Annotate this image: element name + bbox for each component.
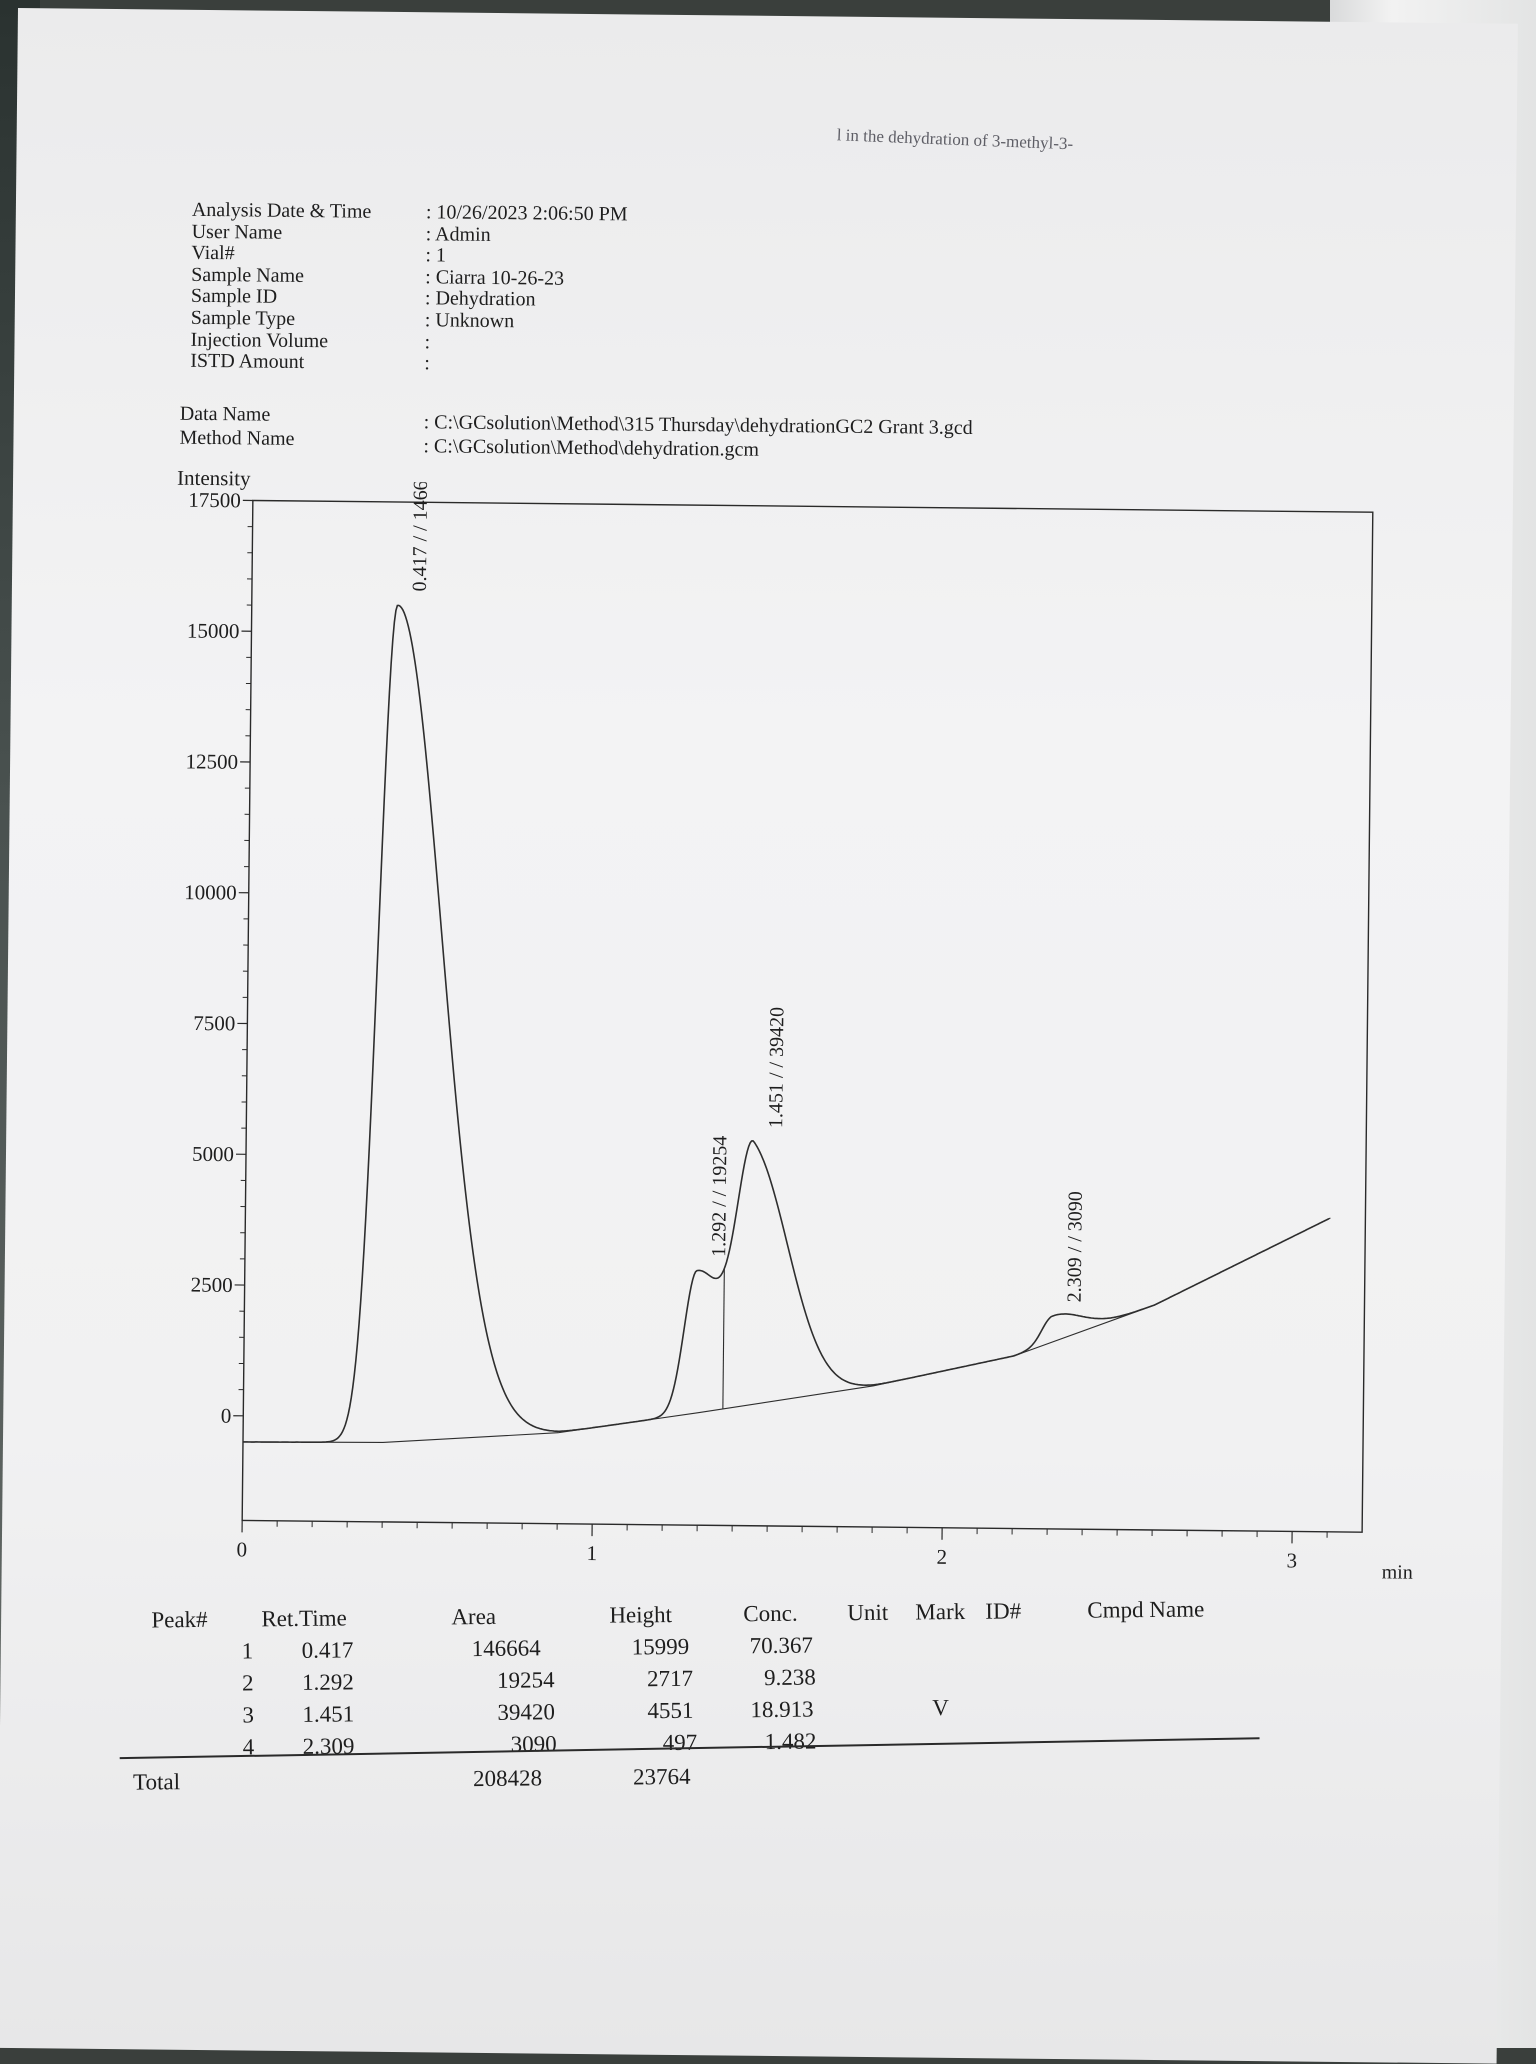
sample-info-values: : 10/26/2023 2:06:50 PM : Admin : 1 : Ci… [424,202,628,377]
value-analysis-date: : 10/26/2023 2:06:50 PM [426,202,628,226]
header-conc: Conc. [743,1601,798,1628]
total-area: 208428 [473,1765,542,1792]
row-2-height: 2717 [647,1666,693,1692]
chromatogram-report-page: l in the dehydration of 3-methyl-3- Anal… [0,8,1518,2064]
y-tick-label: 10000 [184,880,237,905]
peak-label-4: 2.309 / / 3090 [1064,1191,1087,1302]
row-1-area: 146664 [472,1635,541,1662]
row-2-area: 19254 [497,1667,555,1694]
chromatogram-chart: 17500 15000 12500 10000 7500 5000 2500 0 0 1 2 3 min… [141,479,1433,1612]
header-peak: Peak# [151,1607,207,1634]
row-4-height: 497 [663,1730,698,1756]
x-tick-label: 2 [936,1545,947,1569]
row-3-area: 39420 [497,1699,555,1726]
header-id: ID# [985,1598,1021,1624]
x-tick-label: 1 [586,1541,597,1565]
header-ret-time: Ret.Time [261,1605,347,1632]
file-info-labels: Data Name Method Name [179,402,294,451]
peak-label-3: 1.451 / / 39420 [765,1007,788,1128]
row-4-conc: 1.482 [765,1729,817,1756]
x-axis-unit: min [1382,1561,1413,1583]
row-3-mark: V [932,1695,949,1721]
value-sample-type: : Unknown [425,310,627,334]
peak-dropline [723,1269,724,1409]
row-3-rt: 1.451 [302,1701,354,1728]
row-1-peak: 1 [242,1638,254,1664]
row-2-rt: 1.292 [302,1669,354,1696]
plot-frame [242,500,1373,1532]
header-unit: Unit [847,1600,888,1626]
peak-label-1: 0.417 / / 146664 [409,479,432,591]
label-analysis-date: Analysis Date & Time [192,200,372,223]
row-4-peak: 4 [243,1734,255,1760]
y-tick-label: 5000 [192,1142,234,1166]
row-3-height: 4551 [647,1698,693,1724]
y-tick-label: 12500 [185,749,238,774]
row-1-height: 15999 [632,1634,690,1661]
row-1-conc: 70.367 [750,1633,814,1660]
y-tick-label: 2500 [191,1272,233,1296]
label-sample-type: Sample Type [191,308,371,331]
x-tick-label: 0 [236,1537,247,1561]
total-label: Total [133,1769,180,1795]
peak-label-2: 1.292 / / 19254 [708,1136,731,1257]
row-3-peak: 3 [242,1702,254,1728]
total-height: 23764 [633,1764,691,1791]
y-tick-label: 15000 [187,619,240,644]
label-istd-amount: ISTD Amount [190,351,370,374]
row-4-rt: 2.309 [303,1733,355,1760]
row-4-area: 3090 [511,1731,557,1757]
row-1-rt: 0.417 [302,1637,354,1664]
bleed-through-text: l in the dehydration of 3-methyl-3- [836,125,1073,154]
value-user-name: : Admin [426,224,628,248]
value-istd-amount: : [424,353,626,377]
y-tick-label: 17500 [188,488,241,513]
y-tick-label: 0 [221,1404,232,1428]
label-method-name: Method Name [179,426,294,451]
row-2-conc: 9.238 [764,1665,816,1692]
header-area: Area [451,1604,496,1630]
y-tick-label: 7500 [193,1011,235,1035]
label-data-name: Data Name [180,402,295,427]
file-info-values: : C:\GCsolution\Method\315 Thursday\dehy… [423,410,973,464]
row-3-conc: 18.913 [750,1697,814,1724]
x-tick-label: 3 [1286,1548,1297,1572]
value-injection-volume: : [424,332,626,356]
chromatogram-trace [243,604,1335,1453]
sample-info-labels: Analysis Date & Time User Name Vial# Sam… [190,200,371,375]
header-height: Height [609,1602,672,1629]
header-cmpd-name: Cmpd Name [1087,1596,1204,1623]
header-mark: Mark [915,1599,965,1626]
label-vial: Vial# [191,243,371,266]
row-2-peak: 2 [242,1670,254,1696]
